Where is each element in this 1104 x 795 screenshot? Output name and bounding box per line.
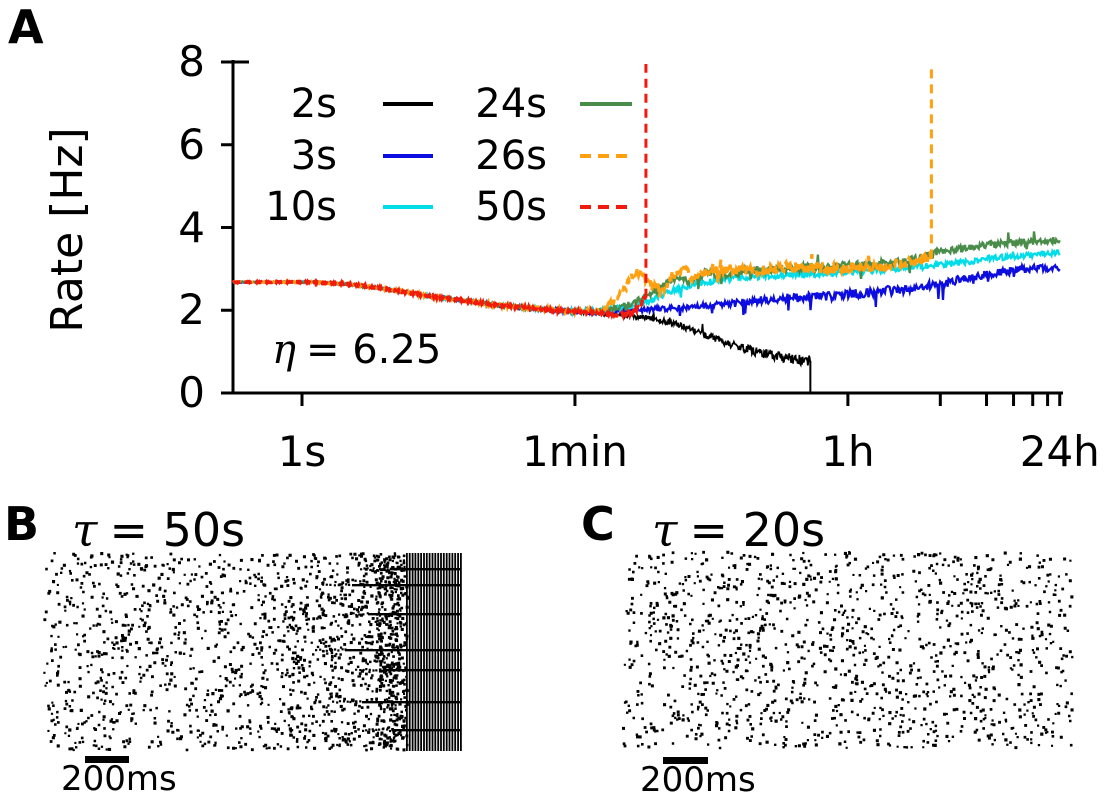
- legend-swatch-26s: [580, 154, 632, 158]
- panel-c-label: C: [581, 497, 615, 551]
- raster-plot-b: [43, 552, 462, 752]
- legend-label-50s: 50s: [475, 184, 547, 230]
- panel-c-title: τ = 20s: [652, 507, 825, 553]
- panel-a-label: A: [8, 0, 44, 54]
- raster-plot-c: [622, 550, 1074, 750]
- scale-bar-label-c: 200ms: [640, 760, 756, 795]
- panel-b-title: τ = 50s: [72, 507, 245, 553]
- legend-swatch-50s: [580, 205, 632, 209]
- x-tick-label: 24h: [1019, 427, 1100, 476]
- scale-bar-c: [663, 757, 708, 764]
- x-tick-label: 1h: [821, 427, 875, 476]
- raster-dots-c: [622, 550, 1074, 750]
- panel-a-curves: [231, 64, 1061, 392]
- x-tick-label: 1min: [521, 427, 628, 476]
- scale-bar-label-b: 200ms: [61, 759, 177, 795]
- raster-dots-b: [43, 552, 462, 752]
- tau-symbol-b: τ: [72, 503, 98, 557]
- eta-symbol: η: [272, 327, 296, 373]
- legend-swatch-3s: [383, 154, 433, 158]
- y-tick-label: 6: [178, 119, 205, 169]
- panel-c-title-value: = 20s: [689, 503, 826, 557]
- legend-label-10s: 10s: [265, 184, 337, 230]
- eta-annotation: η = 6.25: [272, 330, 441, 370]
- eta-value: = 6.25: [305, 327, 442, 373]
- y-tick-label: 2: [178, 285, 205, 335]
- y-axis-title: Rate [Hz]: [42, 127, 93, 333]
- tau-symbol-c: τ: [652, 503, 678, 557]
- y-tick-label: 8: [178, 37, 205, 86]
- panel-b-title-value: = 50s: [109, 503, 246, 557]
- legend-swatch-10s: [383, 205, 433, 209]
- series-26s: [231, 249, 933, 319]
- scale-bar-b: [85, 756, 129, 763]
- legend-label-26s: 26s: [475, 133, 547, 179]
- panel-a-axes: [221, 60, 1063, 406]
- x-tick-label: 1s: [277, 427, 327, 476]
- y-tick-label: 0: [178, 368, 205, 417]
- legend-label-3s: 3s: [290, 133, 337, 179]
- y-tick-label: 4: [178, 202, 205, 252]
- legend-label-24s: 24s: [475, 81, 547, 127]
- legend-label-2s: 2s: [290, 81, 337, 127]
- series-50s: [231, 277, 648, 322]
- legend-swatch-24s: [580, 102, 632, 106]
- panel-b-label: B: [4, 497, 40, 551]
- legend-swatch-2s: [383, 102, 433, 106]
